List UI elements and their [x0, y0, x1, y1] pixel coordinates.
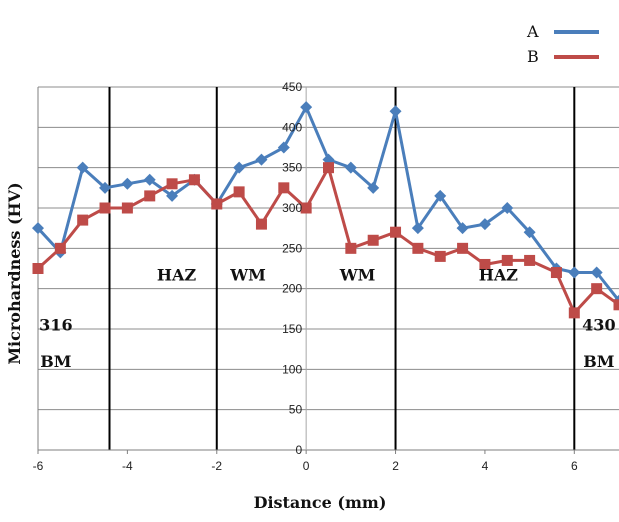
x-tick-label: 4: [482, 459, 489, 473]
point-B: [323, 162, 334, 174]
legend-label-B: B: [527, 47, 539, 66]
point-A: [255, 153, 268, 166]
point-B: [121, 202, 133, 214]
region-label: HAZ: [157, 266, 197, 285]
point-A: [143, 173, 156, 186]
point-A: [76, 161, 89, 174]
point-A: [411, 222, 424, 235]
y-axis-title: Microhardness (HV): [5, 182, 24, 364]
point-A: [300, 101, 313, 114]
point-B: [345, 242, 357, 254]
point-B: [99, 202, 111, 214]
point-A: [590, 266, 603, 279]
y-tick-label: 350: [282, 161, 302, 175]
y-tick-label: 150: [282, 322, 302, 336]
point-B: [613, 299, 619, 311]
legend-label-A: A: [526, 22, 539, 41]
point-A: [277, 141, 290, 154]
point-B: [188, 174, 200, 186]
point-B: [568, 307, 580, 319]
point-B: [591, 283, 603, 295]
point-A: [478, 218, 491, 231]
grid: [38, 86, 619, 411]
region-label: 430: [582, 316, 615, 335]
point-B: [367, 234, 379, 246]
y-tick-label: 250: [282, 241, 302, 255]
region-label: WM: [229, 266, 266, 285]
point-A: [32, 222, 44, 235]
point-B: [390, 226, 402, 238]
point-B: [166, 178, 178, 190]
point-B: [412, 242, 424, 254]
y-tick-label: 50: [289, 403, 303, 417]
point-A: [367, 181, 380, 194]
x-tick-label: 6: [571, 459, 578, 473]
point-B: [77, 214, 89, 226]
x-tick-label: -4: [122, 459, 133, 473]
x-tick-label: -6: [33, 459, 44, 473]
point-A: [501, 202, 514, 214]
point-A: [99, 181, 112, 194]
point-A: [166, 189, 179, 202]
point-A: [434, 189, 447, 202]
point-B: [32, 263, 44, 274]
tick-labels: 0 50 100 150 200 250 300 350 400 450 -6 -4 -2 0 2 4 6: [33, 80, 578, 473]
point-B: [54, 242, 66, 254]
point-A: [233, 161, 246, 174]
point-B: [501, 254, 513, 266]
y-tick-label: 300: [282, 201, 302, 215]
point-B: [457, 242, 469, 254]
point-A: [121, 177, 134, 190]
point-A: [344, 161, 357, 174]
point-B: [144, 190, 156, 202]
series-group: [32, 101, 619, 319]
region-label: HAZ: [479, 266, 519, 285]
point-A: [568, 266, 581, 279]
x-axis-title: Distance (mm): [254, 493, 387, 512]
point-B: [233, 186, 245, 198]
y-tick-label: 450: [282, 80, 302, 94]
region-labels: HAZ WM WM HAZ 316 BM 430 BM: [39, 266, 615, 371]
y-tick-label: 0: [295, 443, 302, 457]
point-B: [434, 250, 446, 262]
point-B: [278, 182, 290, 194]
x-tick-label: 2: [392, 459, 399, 473]
region-label: BM: [40, 352, 71, 371]
point-A: [523, 226, 536, 239]
point-A: [389, 105, 402, 118]
region-label: 316: [39, 316, 72, 335]
y-tick-label: 100: [282, 362, 302, 376]
point-B: [550, 267, 562, 279]
legend: AB: [526, 22, 599, 66]
region-label: WM: [339, 266, 376, 285]
series-line-B: [36, 166, 619, 315]
x-tick-label: 0: [303, 459, 310, 473]
y-tick-label: 400: [282, 120, 302, 134]
region-label: BM: [583, 352, 614, 371]
x-tick-label: -2: [211, 459, 222, 473]
point-B: [211, 198, 223, 210]
point-B: [255, 218, 267, 230]
point-A: [456, 222, 469, 235]
point-B: [524, 254, 536, 266]
point-B: [300, 202, 312, 214]
axes: [37, 87, 619, 454]
point-B: [479, 258, 491, 270]
y-tick-label: 200: [282, 282, 302, 296]
